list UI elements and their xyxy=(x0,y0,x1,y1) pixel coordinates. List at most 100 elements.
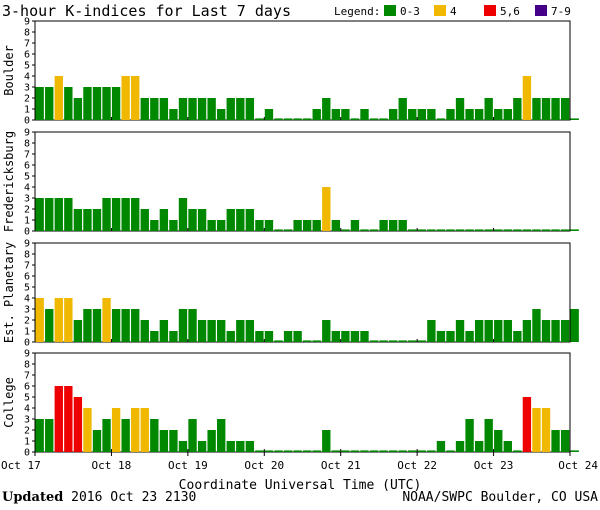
kp-bar xyxy=(226,331,235,342)
kp-bar xyxy=(303,220,312,231)
kp-bar xyxy=(369,118,379,120)
kp-bar xyxy=(455,320,465,342)
kp-bar xyxy=(570,450,579,452)
kp-bar xyxy=(178,198,188,231)
kp-bar xyxy=(169,109,178,120)
legend-entry: 4 xyxy=(450,5,457,18)
x-tick-label: Oct 23 xyxy=(474,459,514,472)
y-tick-label: 0 xyxy=(24,338,30,349)
kp-bar xyxy=(283,118,293,120)
kp-bar xyxy=(322,430,331,452)
kp-bar xyxy=(350,450,360,452)
kp-bar xyxy=(188,419,197,452)
kp-bar xyxy=(121,76,130,120)
legend-entry: 0-3 xyxy=(400,5,420,18)
kp-bar xyxy=(236,441,245,452)
kp-bar xyxy=(159,98,169,120)
kp-bar xyxy=(264,109,274,120)
kp-bar xyxy=(264,220,274,231)
kp-bar xyxy=(484,419,493,452)
kp-bar xyxy=(92,430,102,452)
x-tick-label: Oct 20 xyxy=(244,459,284,472)
kp-bar xyxy=(513,450,522,452)
kp-bar xyxy=(140,320,149,342)
kp-bar xyxy=(494,229,503,231)
kp-bar xyxy=(551,98,560,120)
updated-value: 2016 Oct 23 2130 xyxy=(71,490,197,505)
kp-bar xyxy=(541,98,551,120)
kp-bar xyxy=(64,386,73,452)
kp-bar xyxy=(217,419,226,452)
kp-bar xyxy=(197,98,207,120)
kp-bar xyxy=(417,109,426,120)
kp-bar xyxy=(331,220,341,231)
kp-bar xyxy=(111,87,121,120)
kp-bar xyxy=(446,109,455,120)
kp-bar xyxy=(121,419,130,452)
kp-bar xyxy=(217,220,226,231)
kp-bar xyxy=(102,198,111,231)
kp-bar xyxy=(150,98,159,120)
kp-bar xyxy=(45,87,54,120)
kp-bar xyxy=(379,220,388,231)
y-tick-label: 3 xyxy=(24,83,30,94)
kp-bar xyxy=(446,331,455,342)
kp-bar xyxy=(236,209,245,231)
kp-bar xyxy=(350,220,360,231)
y-tick-label: 5 xyxy=(24,61,30,72)
kp-bar xyxy=(92,309,102,342)
kp-bar xyxy=(474,109,484,120)
kp-bar xyxy=(274,118,283,120)
kp-bar xyxy=(360,331,369,342)
x-tick-label: Oct 17 xyxy=(1,459,41,472)
y-tick-label: 6 xyxy=(24,382,30,393)
kp-bar xyxy=(408,450,417,452)
legend-swatch xyxy=(484,5,496,16)
kp-bar xyxy=(513,98,522,120)
y-tick-label: 8 xyxy=(24,360,30,371)
kp-bar xyxy=(398,220,407,231)
legend-swatch xyxy=(434,5,446,16)
kp-bar xyxy=(503,441,512,452)
kp-bar xyxy=(417,450,426,452)
y-tick-label: 7 xyxy=(24,150,30,161)
kp-bar xyxy=(312,450,321,452)
kp-bar xyxy=(35,298,44,342)
kp-bar xyxy=(188,98,197,120)
y-tick-label: 3 xyxy=(24,305,30,316)
y-tick-label: 9 xyxy=(24,239,30,250)
y-tick-label: 8 xyxy=(24,28,30,39)
kp-bar xyxy=(159,430,169,452)
kp-bar xyxy=(140,408,149,452)
legend-label: Legend: xyxy=(334,5,380,18)
y-tick-label: 5 xyxy=(24,283,30,294)
kp-bar xyxy=(73,397,83,452)
kp-bar xyxy=(350,331,360,342)
station-label: Fredericksburg xyxy=(2,131,16,232)
y-tick-label: 1 xyxy=(24,105,30,116)
kp-bar xyxy=(465,109,474,120)
kp-bar xyxy=(303,340,312,342)
kp-bar xyxy=(217,109,226,120)
kp-bar xyxy=(92,209,102,231)
kp-bar xyxy=(73,209,83,231)
kp-bar xyxy=(264,450,274,452)
kp-bar xyxy=(532,408,541,452)
kp-bar xyxy=(341,450,350,452)
y-tick-label: 5 xyxy=(24,172,30,183)
updated-label: Updated xyxy=(2,490,64,505)
kp-bar xyxy=(398,340,407,342)
x-tick-label: Oct 19 xyxy=(168,459,208,472)
kp-bar xyxy=(54,298,63,342)
y-tick-label: 1 xyxy=(24,437,30,448)
x-tick-label: Oct 18 xyxy=(92,459,132,472)
kp-bar xyxy=(560,430,570,452)
kp-bar xyxy=(341,331,350,342)
y-tick-label: 7 xyxy=(24,261,30,272)
kp-bar xyxy=(532,229,541,231)
source-credit: NOAA/SWPC Boulder, CO USA xyxy=(402,490,598,505)
kp-bar xyxy=(570,229,579,231)
kp-bar xyxy=(312,220,321,231)
kp-bar xyxy=(532,98,541,120)
